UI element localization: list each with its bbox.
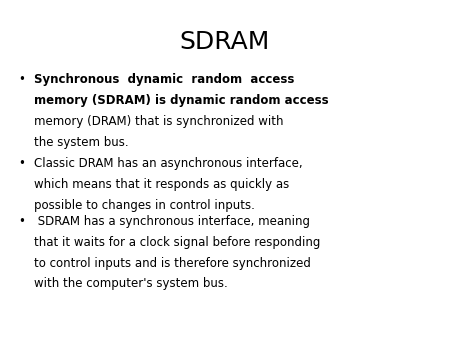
Text: SDRAM has a synchronous interface, meaning: SDRAM has a synchronous interface, meani… <box>34 215 310 227</box>
Text: •: • <box>18 215 25 227</box>
Text: Synchronous  dynamic  random  access: Synchronous dynamic random access <box>34 73 294 86</box>
Text: which means that it responds as quickly as: which means that it responds as quickly … <box>34 178 289 191</box>
Text: with the computer's system bus.: with the computer's system bus. <box>34 277 228 290</box>
Text: that it waits for a clock signal before responding: that it waits for a clock signal before … <box>34 236 320 248</box>
Text: •: • <box>18 73 25 86</box>
Text: to control inputs and is therefore synchronized: to control inputs and is therefore synch… <box>34 257 310 269</box>
Text: possible to changes in control inputs.: possible to changes in control inputs. <box>34 199 255 212</box>
Text: •: • <box>18 157 25 170</box>
Text: SDRAM: SDRAM <box>180 30 270 54</box>
Text: memory (SDRAM) is dynamic random access: memory (SDRAM) is dynamic random access <box>34 94 328 106</box>
Text: the system bus.: the system bus. <box>34 136 128 148</box>
Text: Classic DRAM has an asynchronous interface,: Classic DRAM has an asynchronous interfa… <box>34 157 302 170</box>
Text: memory (DRAM) that is synchronized with: memory (DRAM) that is synchronized with <box>34 115 283 127</box>
